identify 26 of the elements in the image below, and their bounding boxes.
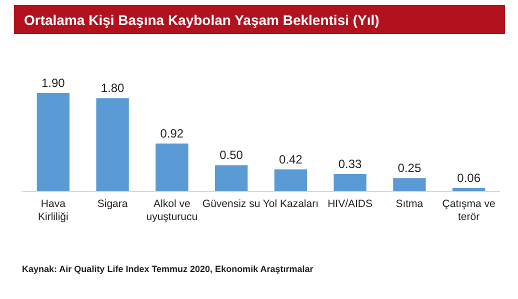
data-label: 0.33 xyxy=(338,156,362,171)
bar xyxy=(156,144,188,191)
data-label: 0.25 xyxy=(398,161,422,176)
data-label: 0.06 xyxy=(457,170,481,185)
text: Kaynak: Air Quality Life Index Temmuz 2020, Ekonomik Araştırmalar xyxy=(22,264,314,274)
x-tick-label: Güvensiz su xyxy=(202,198,260,210)
x-tick-label: Hava Kirliliği xyxy=(38,198,68,223)
x-tick-label: Çatışma ve terör xyxy=(442,198,496,223)
data-label: 1.90 xyxy=(41,76,66,90)
bar xyxy=(214,165,248,191)
bar xyxy=(334,174,366,191)
x-tick-label: Sigara xyxy=(97,198,128,210)
x-tick-label: Sıtma xyxy=(396,198,424,210)
data-label: 0.42 xyxy=(279,152,303,166)
data-label: 0.92 xyxy=(160,126,184,141)
x-tick-label: Alkol ve uyuşturucu xyxy=(146,198,198,223)
bar xyxy=(452,188,486,191)
chart-title: Ortalama Kişi Başına Kaybolan Yaşam Beklentisi (Yıl) xyxy=(24,12,380,28)
x-tick-label: HIV/AIDS xyxy=(328,198,373,210)
bar xyxy=(96,98,129,191)
data-label: 1.80 xyxy=(100,81,125,96)
bar xyxy=(36,93,70,191)
data-label: 0.50 xyxy=(220,148,244,162)
x-tick-label: Yol Kazaları xyxy=(262,198,319,210)
bar xyxy=(274,169,308,191)
bar xyxy=(393,178,426,191)
